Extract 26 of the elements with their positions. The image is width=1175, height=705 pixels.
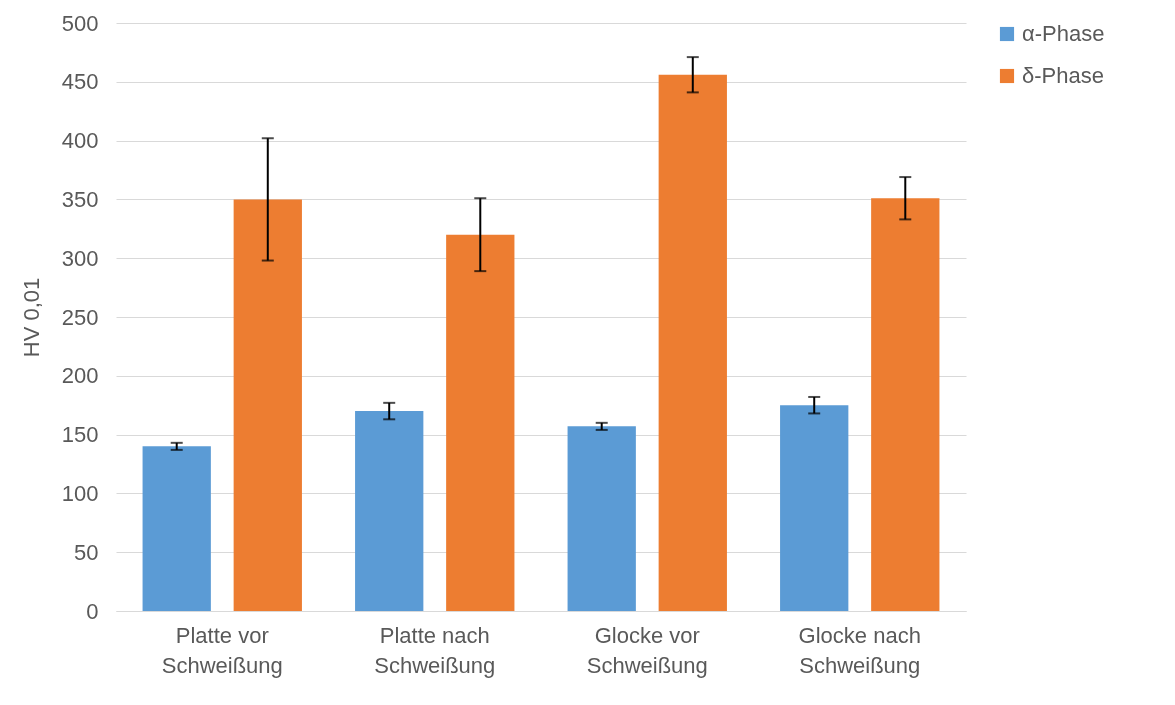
y-tick-label: 100 bbox=[61, 480, 99, 506]
x-tick-label: Glocke vor Schweißung bbox=[586, 622, 708, 678]
y-tick-label: 200 bbox=[61, 363, 99, 389]
bar bbox=[233, 199, 302, 611]
x-tick-label: Glocke nach Schweißung bbox=[798, 622, 921, 678]
y-tick-label: 400 bbox=[61, 128, 99, 154]
bar bbox=[780, 405, 849, 611]
y-tick-label: 250 bbox=[61, 304, 99, 330]
y-tick-label: 300 bbox=[61, 245, 99, 271]
y-axis-title: HV 0,01 bbox=[18, 277, 44, 358]
y-tick-label: 0 bbox=[86, 598, 99, 624]
bar bbox=[142, 446, 211, 611]
y-tick-label: 150 bbox=[61, 422, 99, 448]
bar bbox=[355, 411, 424, 611]
x-tick-label: Platte nach Schweißung bbox=[374, 622, 496, 678]
y-tick-label: 450 bbox=[61, 69, 99, 95]
y-tick-label: 500 bbox=[61, 10, 99, 36]
y-tick-label: 350 bbox=[61, 186, 99, 212]
legend-label: α-Phase bbox=[1022, 21, 1105, 46]
y-tick-label: 50 bbox=[74, 539, 99, 565]
bar bbox=[446, 234, 515, 611]
bar bbox=[658, 74, 727, 611]
bar bbox=[871, 198, 940, 611]
x-tick-label: Platte vor Schweißung bbox=[161, 622, 283, 678]
bar bbox=[567, 426, 636, 611]
legend-label: δ-Phase bbox=[1022, 63, 1104, 88]
